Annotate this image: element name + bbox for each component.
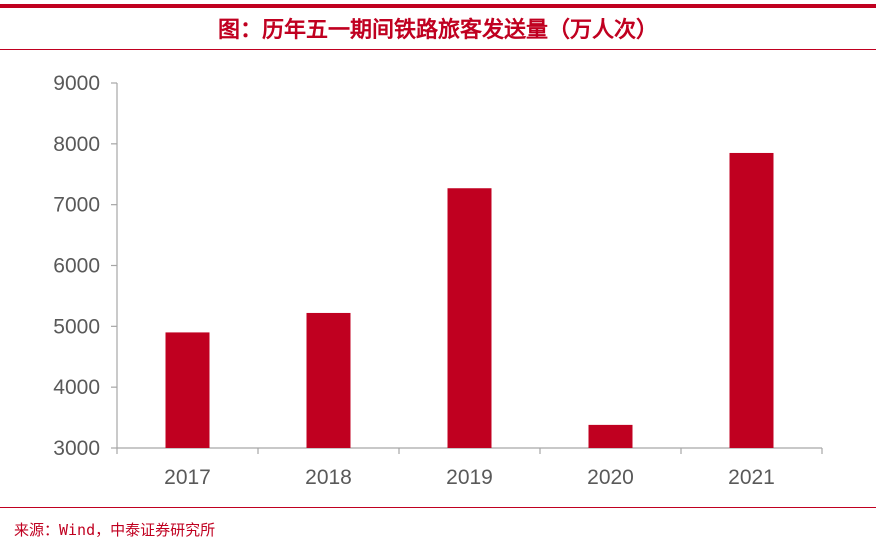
y-tick-label: 9000 <box>53 72 100 95</box>
bar-2020 <box>588 424 633 448</box>
x-tick-label: 2018 <box>305 466 352 489</box>
title-bottom-rule <box>0 49 876 50</box>
bar-2017 <box>165 332 210 448</box>
title-top-rule <box>0 4 876 8</box>
chart-title: 图：历年五一期间铁路旅客发送量（万人次） <box>217 18 658 43</box>
x-tick-label: 2017 <box>164 466 211 489</box>
y-tick-label: 7000 <box>53 194 100 217</box>
y-tick-label: 8000 <box>53 133 100 156</box>
bar-2019 <box>447 188 492 448</box>
y-tick-label: 4000 <box>53 376 100 399</box>
y-tick-label: 6000 <box>53 255 100 278</box>
x-tick-label: 2021 <box>728 466 775 489</box>
footer-rule <box>0 507 876 508</box>
bar-2021 <box>729 152 774 449</box>
y-tick-label: 3000 <box>53 437 100 460</box>
bar-2018 <box>306 312 351 448</box>
y-tick-label: 5000 <box>53 315 100 338</box>
x-tick-label: 2020 <box>587 466 634 489</box>
x-tick-label: 2019 <box>446 466 493 489</box>
source-note: 来源：Wind，中泰证券研究所 <box>14 521 216 539</box>
